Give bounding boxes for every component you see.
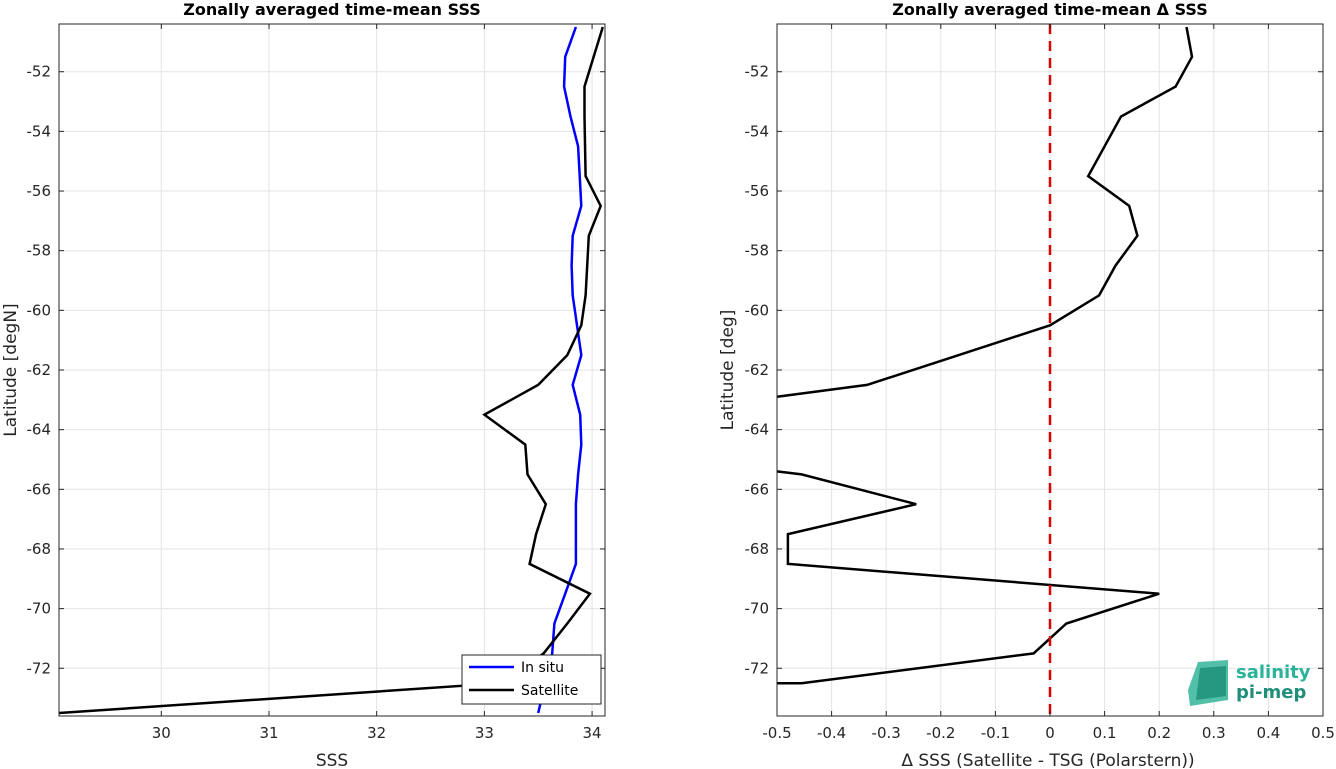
x-axis-label: Δ SSS (Satellite - TSG (Polarstern)): [901, 751, 1194, 769]
salinity-pi-mep-logo: salinity pi-mep: [1188, 660, 1311, 706]
series-line-0: [776, 26, 1194, 399]
chart-title: Zonally averaged time-mean Δ SSS: [892, 0, 1208, 19]
y-tick-label: -64: [745, 421, 770, 439]
y-tick-label: -54: [745, 122, 770, 140]
y-tick-label: -68: [745, 540, 770, 558]
y-tick-label: -64: [27, 421, 52, 439]
logo-text-salinity: salinity: [1236, 662, 1311, 683]
logo-text-pi-mep: pi-mep: [1236, 682, 1306, 703]
y-tick-label: -52: [27, 63, 52, 81]
x-tick-label: -0.5: [762, 724, 791, 742]
y-tick-label: -58: [745, 242, 770, 260]
x-tick-label: -0.2: [926, 724, 955, 742]
x-tick-label: 30: [152, 724, 171, 742]
x-tick-label: -0.3: [872, 724, 901, 742]
y-tick-label: -62: [27, 361, 52, 379]
series-line-1: [776, 470, 1160, 685]
x-tick-label: 0.5: [1311, 724, 1335, 742]
logo-wave-icon-shade: [1196, 666, 1226, 700]
series-group: [58, 26, 604, 715]
legend-label-satellite: Satellite: [521, 683, 578, 699]
x-tick-label: 34: [583, 724, 602, 742]
x-tick-label: 0.2: [1147, 724, 1171, 742]
y-tick-label: -70: [27, 600, 52, 618]
x-tick-label: -0.4: [817, 724, 846, 742]
delta-sss-panel: Zonally averaged time-mean Δ SSS -0.5 -0.…: [718, 0, 1335, 769]
x-tick-label: 0.1: [1093, 724, 1117, 742]
x-tick-label: -0.1: [981, 724, 1010, 742]
y-tick-label: -68: [27, 540, 52, 558]
x-tick-label: 0: [1045, 724, 1055, 742]
grid: [59, 24, 605, 716]
axis-ticks: -0.5 -0.4 -0.3 -0.2 -0.1 0 0.1 0.2 0.3 0.4 0.5 -52 -…: [745, 24, 1335, 742]
y-tick-label: -66: [745, 480, 770, 498]
y-tick-label: -60: [745, 301, 770, 319]
y-tick-label: -66: [27, 480, 52, 498]
y-tick-label: -56: [745, 182, 770, 200]
x-tick-label: 32: [367, 724, 386, 742]
legend-label-in-situ: In situ: [521, 660, 564, 676]
y-axis-label: Latitude [deg]: [718, 310, 738, 431]
y-tick-label: -56: [27, 182, 52, 200]
x-tick-label: 33: [475, 724, 494, 742]
y-tick-label: -62: [745, 361, 770, 379]
series-group: [776, 26, 1194, 685]
legend-box: [461, 654, 602, 705]
y-tick-label: -72: [745, 659, 770, 677]
y-tick-label: -54: [27, 122, 52, 140]
axis-ticks: 30 31 32 33 34 -52 -54 -56 -58 -60 -62 -64 -66 -68 -70…: [27, 24, 605, 742]
legend: In situ Satellite: [461, 654, 602, 705]
series-line-satellite: [58, 26, 604, 715]
x-tick-label: 31: [259, 724, 278, 742]
x-tick-label: 0.4: [1256, 724, 1280, 742]
y-tick-label: -60: [27, 301, 52, 319]
x-axis-label: SSS: [316, 751, 348, 769]
y-tick-label: -58: [27, 242, 52, 260]
x-tick-label: 0.3: [1202, 724, 1226, 742]
sss-panel: Zonally averaged time-mean SSS 30 31 32 33 3…: [1, 0, 606, 769]
chart-title: Zonally averaged time-mean SSS: [183, 0, 481, 19]
y-tick-label: -70: [745, 600, 770, 618]
y-tick-label: -52: [745, 63, 770, 81]
y-tick-label: -72: [27, 659, 52, 677]
y-axis-label: Latitude [degN]: [1, 303, 21, 436]
